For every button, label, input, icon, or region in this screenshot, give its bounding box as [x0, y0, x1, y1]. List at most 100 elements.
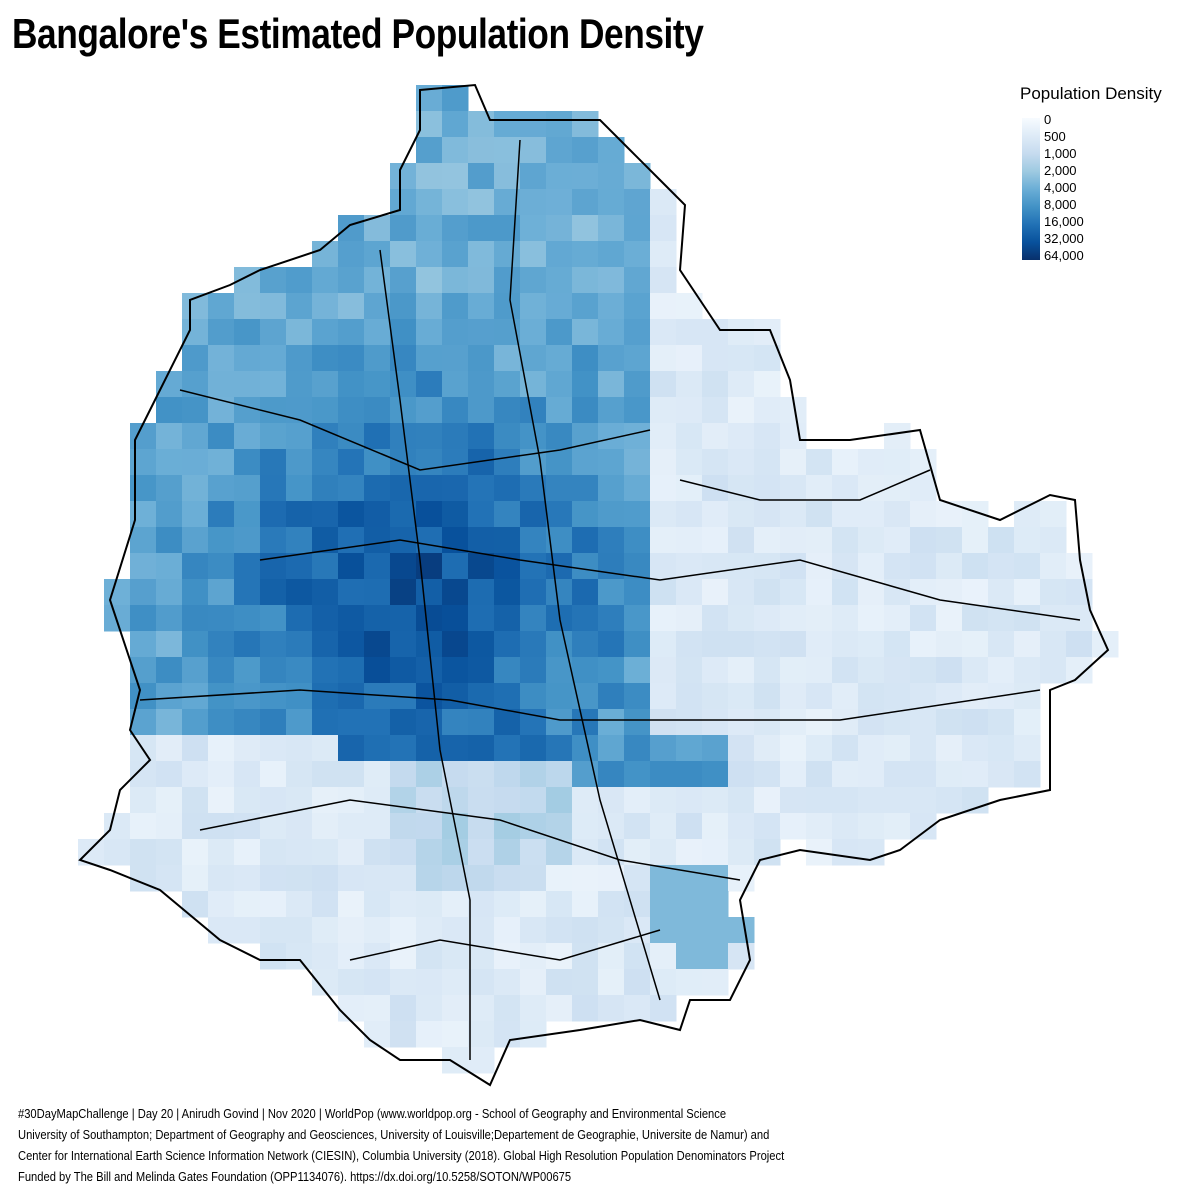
density-cell — [208, 293, 235, 320]
density-cell — [936, 501, 963, 528]
density-cell — [338, 969, 365, 996]
density-cell — [182, 475, 209, 502]
density-cell — [364, 475, 391, 502]
density-cell — [728, 813, 755, 840]
density-cell — [598, 527, 625, 554]
density-cell — [338, 631, 365, 658]
legend-label: 4,000 — [1044, 180, 1077, 195]
density-cell — [858, 501, 885, 528]
density-cell — [130, 423, 157, 450]
density-cell — [676, 891, 703, 918]
density-cell — [572, 865, 599, 892]
density-cell — [936, 553, 963, 580]
density-cell — [806, 605, 833, 632]
density-cell — [260, 319, 287, 346]
density-cell — [260, 839, 287, 866]
density-cell — [468, 969, 495, 996]
density-cell — [702, 969, 729, 996]
density-cell — [390, 865, 417, 892]
density-cell — [442, 501, 469, 528]
density-cell — [338, 319, 365, 346]
density-cell — [234, 449, 261, 476]
density-cell — [598, 293, 625, 320]
density-cell — [728, 657, 755, 684]
density-cell — [312, 943, 339, 970]
density-cell — [234, 917, 261, 944]
density-cell — [260, 449, 287, 476]
density-cell — [208, 657, 235, 684]
density-cell — [286, 371, 313, 398]
density-cell — [468, 735, 495, 762]
density-cell — [884, 501, 911, 528]
density-cell — [546, 891, 573, 918]
density-cell — [910, 787, 937, 814]
density-cell — [520, 111, 547, 138]
density-cell — [624, 527, 651, 554]
density-cell — [520, 865, 547, 892]
density-cell — [598, 267, 625, 294]
density-cell — [312, 345, 339, 372]
density-cell — [390, 371, 417, 398]
density-cell — [182, 761, 209, 788]
density-cell — [832, 787, 859, 814]
density-cell — [338, 449, 365, 476]
density-cell — [676, 605, 703, 632]
density-cell — [416, 475, 443, 502]
density-cell — [858, 657, 885, 684]
legend-labels: 0 500 1,000 2,000 4,000 8,000 16,000 32,… — [1044, 111, 1084, 264]
density-cell — [598, 449, 625, 476]
density-cell — [260, 787, 287, 814]
density-cell — [156, 631, 183, 658]
density-cell — [676, 345, 703, 372]
density-cell — [1040, 501, 1067, 528]
density-cell — [416, 293, 443, 320]
density-cell — [494, 1021, 521, 1048]
density-cell — [546, 293, 573, 320]
density-cell — [572, 995, 599, 1022]
density-cell — [494, 657, 521, 684]
density-cell — [364, 865, 391, 892]
density-cell — [546, 449, 573, 476]
density-cell — [572, 943, 599, 970]
density-cell — [390, 631, 417, 658]
density-cell — [260, 579, 287, 606]
density-cell — [520, 1021, 547, 1048]
density-cell — [520, 397, 547, 424]
density-cell — [494, 215, 521, 242]
density-cell — [494, 865, 521, 892]
density-cell — [442, 579, 469, 606]
density-cell — [468, 111, 495, 138]
density-cell — [702, 865, 729, 892]
ward-boundary-line — [139, 689, 1041, 721]
density-cell — [754, 787, 781, 814]
density-cell — [650, 683, 677, 710]
density-cell — [858, 631, 885, 658]
density-cell — [312, 501, 339, 528]
density-cell — [572, 475, 599, 502]
density-cell — [650, 241, 677, 268]
density-cell — [702, 943, 729, 970]
density-cell — [520, 839, 547, 866]
density-cell — [702, 839, 729, 866]
density-cell — [364, 839, 391, 866]
density-cell — [338, 891, 365, 918]
density-cell — [650, 995, 677, 1022]
caption-line: University of Southampton; Department of… — [18, 1127, 770, 1142]
density-cell — [650, 839, 677, 866]
density-cell — [572, 423, 599, 450]
density-cell — [286, 579, 313, 606]
density-cell — [364, 423, 391, 450]
density-cell — [572, 969, 599, 996]
density-cell — [702, 345, 729, 372]
density-cell — [676, 943, 703, 970]
density-cell — [208, 839, 235, 866]
density-cell — [624, 293, 651, 320]
density-cell — [1040, 527, 1067, 554]
density-cell — [650, 605, 677, 632]
density-cell — [468, 709, 495, 736]
density-cell — [572, 189, 599, 216]
density-cell — [884, 449, 911, 476]
density-cell — [546, 423, 573, 450]
density-cell — [208, 865, 235, 892]
density-cell — [884, 423, 911, 450]
